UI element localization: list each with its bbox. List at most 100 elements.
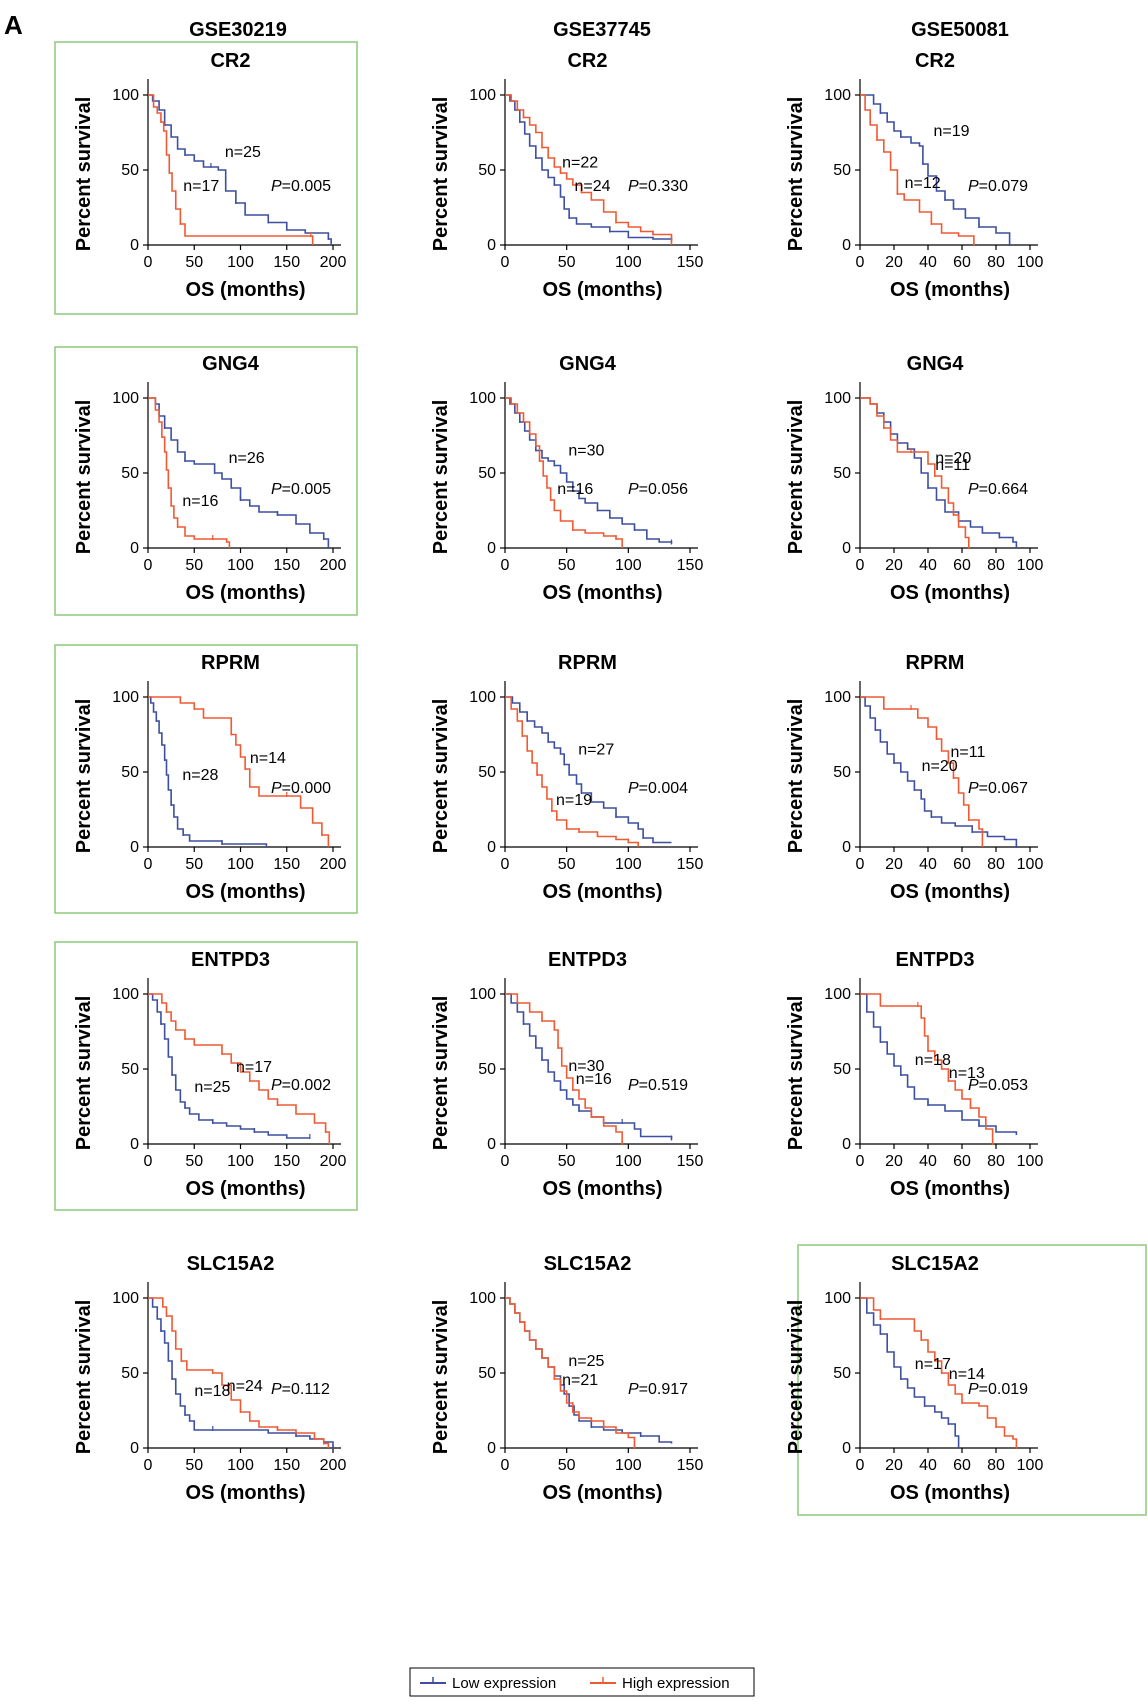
n-label: n=13	[949, 1065, 985, 1082]
x-tick-label: 200	[320, 1153, 347, 1170]
x-tick-label: 150	[677, 1153, 704, 1170]
y-tick-label: 50	[121, 1061, 139, 1078]
chart-13: SLC15A2 0 50 100 0 50 100 150 200 OS (months) Perc…	[73, 1253, 346, 1504]
y-axis-title: Percent survival	[430, 1300, 452, 1455]
y-tick-label: 50	[833, 1365, 851, 1382]
x-tick-label: 50	[558, 856, 576, 873]
column-header-3: GSE50081	[911, 19, 1009, 41]
x-tick-label: 0	[144, 856, 153, 873]
y-tick-label: 50	[833, 465, 851, 482]
y-tick-label: 0	[130, 237, 139, 254]
x-tick-label: 150	[677, 557, 704, 574]
chart-12: ENTPD3 0 50 100 0 20 40 60 80 100 OS (months) Perce…	[785, 949, 1043, 1200]
p-symbol: P	[271, 1077, 282, 1094]
y-tick-label: 0	[487, 540, 496, 557]
n-label: n=30	[568, 443, 604, 460]
chart-title: RPRM	[558, 652, 617, 674]
x-tick-label: 20	[885, 254, 903, 271]
p-symbol: P	[628, 481, 639, 498]
p-value: P=0.664	[968, 481, 1028, 498]
panel-label: A	[4, 10, 23, 40]
low-expression-curve	[505, 1297, 673, 1444]
y-axis-title: Percent survival	[73, 996, 95, 1151]
chart-7: RPRM 0 50 100 0 50 100 150 200 OS (months) Percent…	[54, 644, 358, 914]
low-expression-curve	[148, 993, 310, 1139]
x-tick-label: 150	[677, 254, 704, 271]
x-tick-label: 0	[501, 557, 510, 574]
x-tick-label: 0	[144, 1457, 153, 1474]
y-tick-label: 100	[112, 87, 139, 104]
n-label: n=25	[568, 1353, 604, 1370]
p-number: =0.067	[979, 780, 1028, 797]
x-tick-label: 40	[919, 254, 937, 271]
legend-frame	[409, 1667, 755, 1697]
low-expression-curve	[148, 1297, 334, 1448]
y-tick-label: 100	[112, 390, 139, 407]
x-axis-title: OS (months)	[543, 1178, 663, 1200]
p-value: P=0.056	[628, 481, 688, 498]
y-tick-label: 50	[121, 465, 139, 482]
n-label: n=30	[568, 1058, 604, 1075]
x-tick-label: 100	[227, 1457, 254, 1474]
y-axis-title: Percent survival	[430, 699, 452, 854]
p-number: =0.330	[639, 178, 688, 195]
y-tick-label: 100	[112, 689, 139, 706]
p-symbol: P	[968, 780, 979, 797]
y-axis-title: Percent survival	[430, 400, 452, 555]
y-axis-title: Percent survival	[73, 97, 95, 252]
n-label: n=24	[575, 178, 611, 195]
chart-14: SLC15A2 0 50 100 0 50 100 150 OS (months) Percent…	[430, 1253, 703, 1504]
p-value: P=0.053	[968, 1077, 1028, 1094]
high-expression-curve	[505, 993, 623, 1144]
p-symbol: P	[271, 481, 282, 498]
y-tick-label: 50	[478, 162, 496, 179]
n-label: n=25	[225, 144, 261, 161]
x-tick-label: 20	[885, 557, 903, 574]
x-tick-label: 100	[227, 254, 254, 271]
x-tick-label: 80	[987, 557, 1005, 574]
x-axis-title: OS (months)	[186, 1482, 306, 1504]
p-number: =0.519	[639, 1077, 688, 1094]
high-expression-curve	[860, 696, 984, 847]
p-value: P=0.917	[628, 1381, 688, 1398]
column-header-2: GSE37745	[553, 19, 651, 41]
x-axis-title: OS (months)	[890, 881, 1010, 903]
chart-title: RPRM	[201, 652, 260, 674]
p-symbol: P	[271, 1381, 282, 1398]
p-value: P=0.112	[271, 1381, 330, 1398]
x-tick-label: 40	[919, 557, 937, 574]
x-tick-label: 100	[227, 1153, 254, 1170]
n-label: n=16	[576, 1071, 612, 1088]
y-tick-label: 0	[487, 1440, 496, 1457]
x-tick-label: 200	[320, 856, 347, 873]
y-axis-title: Percent survival	[785, 400, 807, 555]
chart-10: ENTPD3 0 50 100 0 50 100 150 200 OS (months) Perce…	[54, 941, 358, 1211]
x-tick-label: 40	[919, 1457, 937, 1474]
n-label: n=25	[194, 1079, 230, 1096]
x-tick-label: 100	[1017, 557, 1044, 574]
chart-title: GNG4	[202, 353, 260, 375]
x-tick-label: 80	[987, 1153, 1005, 1170]
p-value: P=0.519	[628, 1077, 688, 1094]
y-tick-label: 0	[487, 237, 496, 254]
chart-1: CR2 0 50 100 0 50 100 150 200 OS (months) Percent …	[54, 41, 358, 315]
chart-title: ENTPD3	[191, 949, 270, 971]
y-tick-label: 100	[469, 689, 496, 706]
x-tick-label: 50	[185, 254, 203, 271]
n-label: n=18	[915, 1052, 951, 1069]
y-tick-label: 100	[469, 87, 496, 104]
y-tick-label: 0	[130, 1136, 139, 1153]
y-tick-label: 0	[842, 1440, 851, 1457]
x-tick-label: 50	[185, 1457, 203, 1474]
p-number: =0.112	[282, 1381, 330, 1398]
n-label: n=12	[905, 175, 941, 192]
chart-5: GNG4 0 50 100 0 50 100 150 OS (months) Percent su…	[430, 353, 703, 604]
x-tick-label: 0	[856, 1457, 865, 1474]
x-tick-label: 0	[856, 1153, 865, 1170]
x-tick-label: 40	[919, 856, 937, 873]
chart-title: CR2	[915, 50, 955, 72]
legend-low-label: Low expression	[452, 1675, 556, 1692]
chart-8: RPRM 0 50 100 0 50 100 150 OS (months) Percent su…	[430, 652, 703, 903]
y-axis-title: Percent survival	[785, 996, 807, 1151]
